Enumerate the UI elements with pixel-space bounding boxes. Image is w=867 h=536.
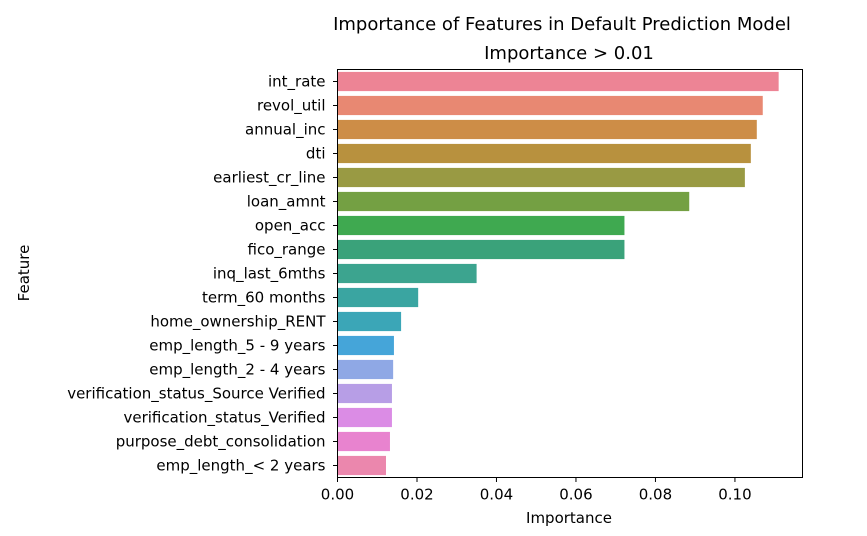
- x-tick-label: 0.10: [718, 486, 751, 504]
- y-tick-label: annual_inc: [245, 121, 326, 140]
- bar: [337, 119, 757, 140]
- y-tick-label: verification_status_Verified: [123, 409, 325, 428]
- bar: [337, 455, 386, 476]
- y-tick-label: fico_range: [248, 241, 326, 260]
- y-tick-label: emp_length_2 - 4 years: [149, 361, 325, 380]
- x-tick-label: 0.06: [559, 486, 592, 504]
- bar: [337, 239, 625, 260]
- bar: [337, 167, 745, 188]
- bar: [337, 359, 394, 380]
- bar: [337, 335, 394, 356]
- bar: [337, 407, 392, 428]
- y-tick-label: revol_util: [257, 97, 326, 116]
- bar: [337, 263, 477, 284]
- bar: [337, 143, 751, 164]
- x-tick-label: 0.00: [321, 486, 354, 504]
- y-tick-label: home_ownership_RENT: [150, 313, 326, 332]
- y-tick-label: emp_length_5 - 9 years: [149, 337, 325, 356]
- bar: [337, 311, 402, 332]
- y-tick-label: loan_amnt: [247, 193, 326, 212]
- bar: [337, 71, 779, 92]
- bar: [337, 287, 419, 308]
- y-tick-label: term_60 months: [202, 289, 326, 308]
- y-tick-label: dti: [306, 145, 326, 163]
- bar: [337, 383, 392, 404]
- x-tick-label: 0.04: [480, 486, 513, 504]
- x-axis-label: Importance: [526, 509, 612, 527]
- y-tick-label: earliest_cr_line: [213, 169, 325, 188]
- x-tick-label: 0.08: [639, 486, 672, 504]
- y-tick-label: int_rate: [268, 73, 326, 92]
- y-tick-label: purpose_debt_consolidation: [116, 433, 326, 452]
- bar: [337, 431, 390, 452]
- bar: [337, 95, 763, 116]
- y-tick-label: open_acc: [255, 217, 326, 236]
- y-axis-label: Feature: [15, 245, 33, 302]
- bar: [337, 191, 690, 212]
- x-tick-label: 0.02: [400, 486, 433, 504]
- bars-group: [337, 71, 779, 476]
- y-tick-label: verification_status_Source Verified: [67, 385, 325, 404]
- plot-frame: [337, 69, 803, 478]
- bar: [337, 215, 625, 236]
- x-ticks: 0.00 0.02 0.04 0.06 0.08 0.10: [321, 477, 752, 504]
- y-tick-label: inq_last_6mths: [213, 265, 326, 284]
- chart-title: Importance of Features in Default Predic…: [333, 14, 791, 35]
- y-tick-label: emp_length_< 2 years: [156, 457, 325, 476]
- chart-subtitle: Importance > 0.01: [484, 43, 654, 64]
